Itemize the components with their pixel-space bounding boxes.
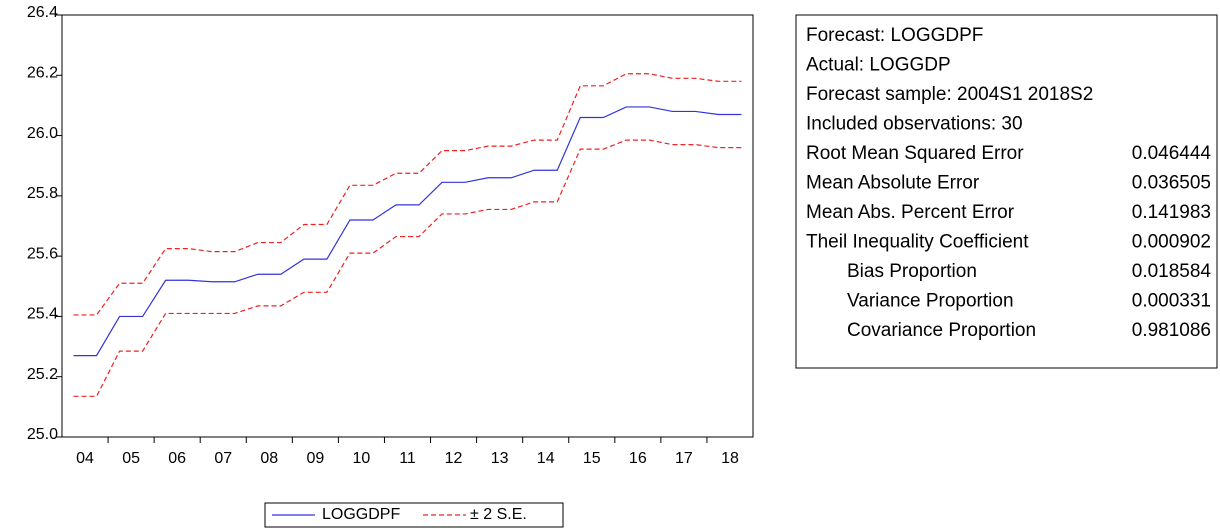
stats-label: Mean Absolute Error [806,173,980,194]
upper-band [73,73,742,316]
stats-box [795,14,1218,369]
stats-label: Covariance Proportion [847,320,1036,341]
stats-line: Included observations: 30 [806,114,1023,135]
stats-label: Variance Proportion [847,291,1014,312]
y-tick-label: 25.6 [27,245,58,262]
stats-value: 0.036505 [1132,173,1211,194]
x-tick-label: 12 [445,450,463,467]
legend-label: ± 2 S.E. [470,506,527,523]
stats-value: 0.000902 [1132,232,1211,253]
y-tick-label: 25.8 [27,185,58,202]
stats-value: 0.046444 [1132,143,1212,164]
stats-label: Mean Abs. Percent Error [806,202,1015,223]
x-tick-label: 07 [214,450,232,467]
x-tick-label: 18 [721,450,739,467]
stats-label: Root Mean Squared Error [806,143,1024,164]
x-tick-label: 11 [399,450,416,467]
y-tick-label: 26.0 [27,125,58,142]
y-tick-label: 25.2 [27,366,58,383]
stats-value: 0.141983 [1132,202,1211,223]
stats-label: Bias Proportion [847,261,977,282]
x-tick-label: 04 [76,450,94,467]
series-line [73,106,742,357]
stats-value: 0.981086 [1132,320,1211,341]
y-tick-label: 26.4 [27,4,58,21]
x-tick-label: 15 [583,450,601,467]
x-tick-label: 14 [537,450,555,467]
x-tick-label: 05 [122,450,140,467]
y-tick-label: 26.2 [27,65,58,82]
stats-line: Actual: LOGGDP [806,55,951,76]
legend-label: LOGGDPF [322,506,400,523]
x-tick-label: 09 [306,450,324,467]
stats-line: Forecast sample: 2004S1 2018S2 [806,84,1093,105]
y-tick-label: 25.4 [27,306,58,323]
stats-value: 0.000331 [1132,291,1211,312]
y-tick-label: 25.0 [27,426,58,443]
x-tick-label: 16 [629,450,647,467]
lower-band [73,139,742,397]
x-tick-label: 10 [353,450,371,467]
x-tick-label: 17 [675,450,693,467]
stats-label: Theil Inequality Coefficient [806,232,1029,253]
plot-frame [61,14,754,438]
x-tick-label: 08 [260,450,278,467]
stats-value: 0.018584 [1132,261,1212,282]
stats-line: Forecast: LOGGDPF [806,25,983,46]
x-tick-label: 06 [168,450,186,467]
x-tick-label: 13 [491,450,509,467]
